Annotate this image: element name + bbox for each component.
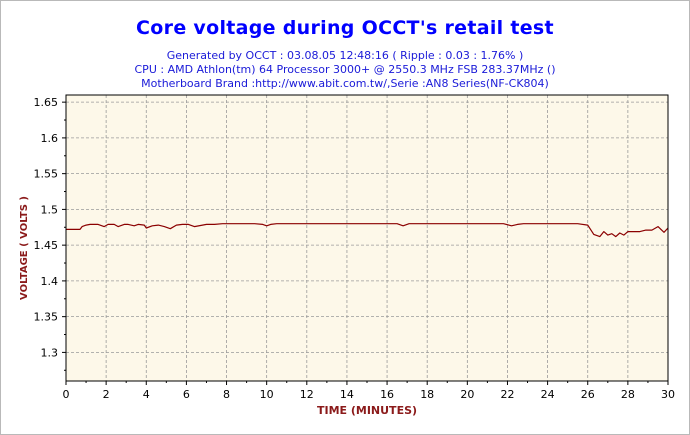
subtitle-generated: Generated by OCCT : 03.08.05 12:48:16 ( … bbox=[166, 49, 524, 62]
x-tick-label: 22 bbox=[500, 388, 514, 401]
x-tick-label: 6 bbox=[183, 388, 190, 401]
y-tick-label: 1.45 bbox=[34, 239, 59, 252]
y-tick-label: 1.55 bbox=[34, 168, 59, 181]
x-tick-label: 0 bbox=[63, 388, 70, 401]
x-tick-label: 28 bbox=[621, 388, 635, 401]
x-tick-label: 12 bbox=[300, 388, 314, 401]
x-tick-label: 14 bbox=[340, 388, 354, 401]
y-axis-label: VOLTAGE ( VOLTS ) bbox=[19, 196, 30, 300]
subtitle-motherboard: Motherboard Brand :http://www.abit.com.t… bbox=[141, 77, 549, 90]
plot-border bbox=[65, 94, 669, 382]
x-tick-label: 30 bbox=[661, 388, 675, 401]
x-axis-label: TIME (MINUTES) bbox=[317, 404, 417, 417]
y-tick-label: 1.35 bbox=[34, 311, 59, 324]
x-tick-label: 2 bbox=[103, 388, 110, 401]
subtitle-cpu: CPU : AMD Athlon(tm) 64 Processor 3000+ … bbox=[134, 63, 556, 76]
y-tick-label: 1.5 bbox=[41, 203, 59, 216]
x-tick-label: 26 bbox=[581, 388, 595, 401]
x-tick-label: 10 bbox=[260, 388, 274, 401]
y-tick-label: 1.6 bbox=[41, 132, 59, 145]
y-tick-label: 1.3 bbox=[41, 346, 59, 359]
x-tick-label: 8 bbox=[223, 388, 230, 401]
chart-title: Core voltage during OCCT's retail test bbox=[136, 17, 554, 39]
y-tick-label: 1.4 bbox=[41, 275, 59, 288]
x-tick-label: 18 bbox=[420, 388, 434, 401]
y-tick-label: 1.65 bbox=[34, 96, 59, 109]
voltage-series-line bbox=[66, 223, 669, 238]
x-tick-label: 20 bbox=[460, 388, 474, 401]
x-tick-label: 24 bbox=[541, 388, 555, 401]
plot-area bbox=[66, 95, 668, 381]
x-tick-label: 16 bbox=[380, 388, 394, 401]
x-tick-label: 4 bbox=[143, 388, 150, 401]
